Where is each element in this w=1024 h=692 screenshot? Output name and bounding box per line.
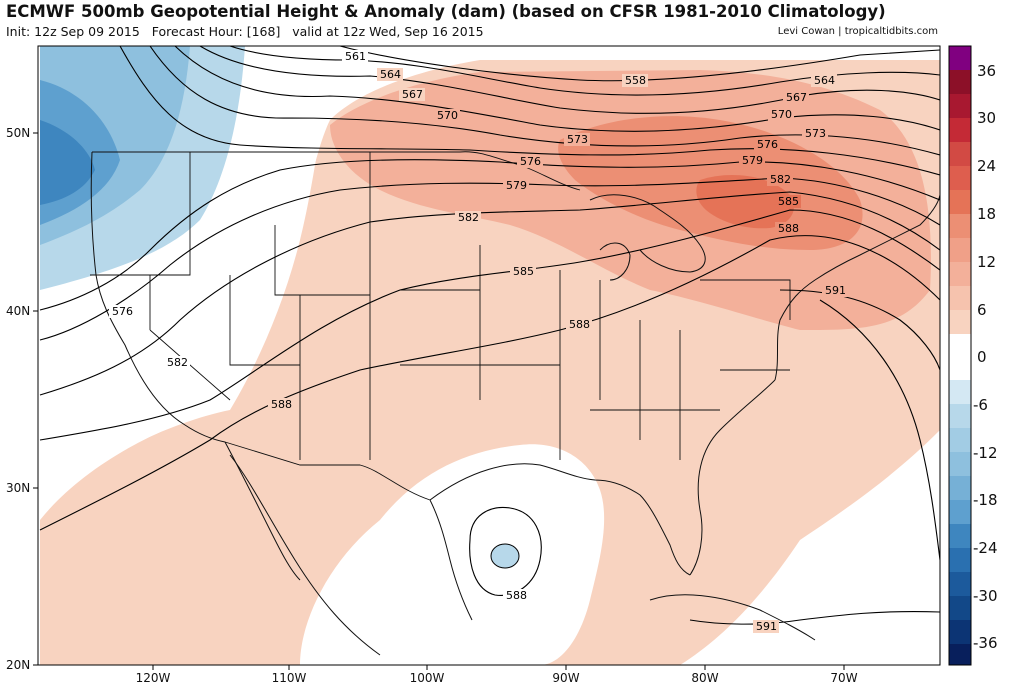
- lat-label: 40N: [6, 304, 30, 318]
- contour-label: 582: [458, 211, 479, 224]
- contour-label: 588: [569, 318, 590, 331]
- contour-588-gulf: [469, 506, 542, 596]
- run-info: Init: 12z Sep 09 2015 Forecast Hour: [16…: [6, 24, 484, 39]
- colorbar-labels: 36 30 24 18 12 6 0 -6 -12 -18 -24 -30 -3…: [973, 62, 998, 652]
- contour-label: 588: [271, 398, 292, 411]
- colorbar-label: 18: [977, 205, 996, 223]
- lat-label: 50N: [6, 126, 30, 140]
- contour-label: 588: [506, 589, 527, 602]
- colorbar-label: 36: [977, 62, 996, 80]
- init-time: Init: 12z Sep 09 2015: [6, 24, 140, 39]
- contour-label: 573: [567, 133, 588, 146]
- florida-coast: [689, 379, 776, 576]
- credit-text: Levi Cowan | tropicaltidbits.com: [777, 26, 938, 37]
- great-lakes: [589, 194, 706, 281]
- us-west-coast: [90, 151, 226, 443]
- contour-label: 558: [625, 74, 646, 87]
- height-contours: [39, 46, 940, 625]
- east-coast: [774, 194, 940, 381]
- lat-label: 30N: [6, 481, 30, 495]
- colorbar-label: 12: [977, 253, 996, 271]
- cuba-coast: [649, 594, 816, 641]
- contour-label: 576: [520, 155, 541, 168]
- contour-label: 576: [112, 305, 133, 318]
- contour-576: [39, 159, 940, 311]
- lon-label: 90W: [552, 671, 579, 685]
- contour-label: 585: [778, 195, 799, 208]
- contour-label: 567: [786, 91, 807, 104]
- contour-label: 582: [167, 356, 188, 369]
- colorbar-label: 6: [977, 301, 987, 319]
- colorbar-label: 30: [977, 109, 996, 127]
- latitude-axis: 50N 40N 30N 20N: [6, 126, 38, 672]
- contour-label: 570: [437, 109, 458, 122]
- anomaly-neg-24: [40, 120, 95, 205]
- contour-label: 591: [825, 284, 846, 297]
- mexico-west-coast: [229, 454, 381, 656]
- colorbar-label: -6: [973, 396, 988, 414]
- colorbar-label: 0: [977, 348, 987, 366]
- gulf-coast: [429, 463, 691, 621]
- lon-label: 70W: [830, 671, 857, 685]
- us-mexico-border: [224, 441, 431, 501]
- state-lines: [90, 152, 791, 460]
- contour-label: 567: [402, 88, 423, 101]
- contour-label: 585: [513, 265, 534, 278]
- contour-label: 564: [380, 68, 401, 81]
- contour-591-south: [689, 611, 940, 625]
- contour-579: [39, 177, 940, 341]
- contour-label: 573: [805, 127, 826, 140]
- contour-573: [119, 46, 940, 176]
- lon-label: 110W: [272, 671, 307, 685]
- contour-label: 570: [771, 108, 792, 121]
- lon-label: 80W: [691, 671, 718, 685]
- lon-label: 120W: [136, 671, 171, 685]
- colorbar: [948, 45, 972, 666]
- contour-label: 579: [506, 179, 527, 192]
- colorbar-label: -12: [973, 444, 998, 462]
- colorbar-label: -36: [973, 634, 998, 652]
- map-title: ECMWF 500mb Geopotential Height & Anomal…: [6, 2, 886, 21]
- valid-time: valid at 12z Wed, Sep 16 2015: [292, 24, 484, 39]
- map-frame: [37, 45, 941, 666]
- coastlines: [90, 151, 940, 656]
- contour-567: [174, 46, 940, 132]
- anomaly-pos-24: [696, 175, 794, 229]
- forecast-hour: Forecast Hour: [168]: [151, 24, 281, 39]
- anomaly-neg-gulf-low: [490, 543, 520, 569]
- longitude-axis: 120W 110W 100W 90W 80W 70W: [136, 665, 858, 685]
- contour-588: [39, 235, 940, 531]
- colorbar-label: -18: [973, 491, 998, 509]
- colorbar-label: -24: [973, 539, 998, 557]
- contour-591-east: [819, 299, 940, 561]
- contour-591: [779, 289, 940, 371]
- contour-558: [339, 46, 940, 82]
- contour-label: 561: [345, 50, 366, 63]
- lat-label: 20N: [6, 658, 30, 672]
- contour-label: 582: [770, 173, 791, 186]
- lon-label: 100W: [410, 671, 445, 685]
- contour-label: 591: [756, 620, 777, 633]
- anomaly-neutral-gulf: [300, 444, 605, 665]
- colorbar-label: 24: [977, 157, 996, 175]
- contour-label: 579: [742, 154, 763, 167]
- contour-label: 564: [814, 74, 835, 87]
- colorbar-label: -30: [973, 587, 998, 605]
- contour-label: 576: [757, 138, 778, 151]
- contour-labels: 561 564 567 570 573 576 579 582 585 588 …: [109, 50, 848, 633]
- contour-585: [39, 209, 940, 441]
- contour-564: [199, 46, 940, 114]
- contour-label: 588: [778, 222, 799, 235]
